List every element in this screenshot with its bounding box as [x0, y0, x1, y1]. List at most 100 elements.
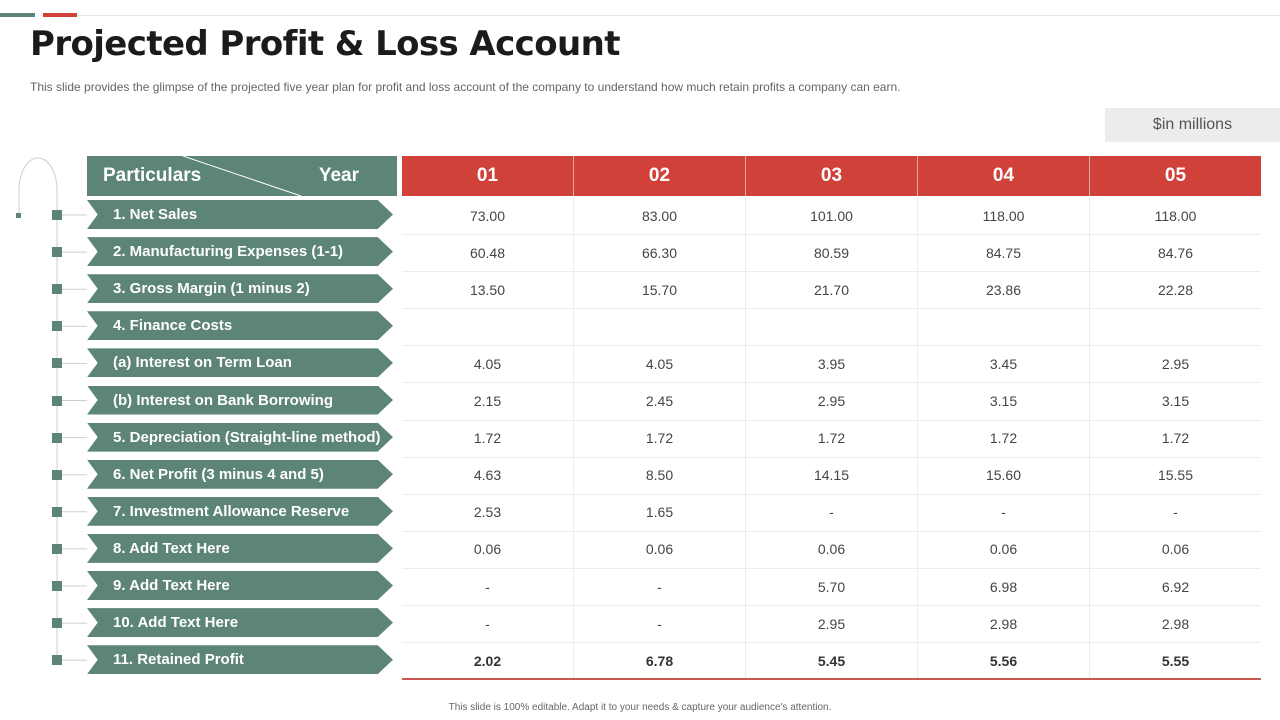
table-cell: 83.00	[574, 197, 746, 234]
table-cell: 14.15	[746, 456, 918, 494]
row-bullet	[52, 284, 62, 295]
table-cell	[402, 308, 574, 346]
row-bullet	[52, 358, 62, 369]
table-cell: -	[402, 568, 574, 605]
table-cell: 1.72	[402, 419, 574, 457]
table-cell: -	[1173, 504, 1178, 521]
table-cell: 0.06	[1161, 541, 1190, 558]
table-cell: 1.72	[574, 419, 746, 457]
table-row: 13.50 15.70 21.70 23.86 22.28	[402, 271, 1261, 310]
page-subtitle: This slide provides the glimpse of the p…	[30, 80, 901, 94]
table-cell: 3.15	[918, 382, 1090, 420]
table-cell: 2.98	[918, 605, 1090, 643]
row-label: (b) Interest on Bank Borrowing	[87, 385, 393, 415]
table-cell: 2.95	[746, 382, 918, 420]
table-cell	[1090, 308, 1261, 345]
table-cell: 15.70	[574, 271, 746, 309]
table-row: 73.00 83.00 101.00 118.00 118.00	[402, 197, 1261, 235]
table-cell: 6.78	[574, 642, 746, 680]
table-cell: 15.60	[918, 456, 1090, 494]
table-cell: 1.72	[1161, 430, 1190, 447]
year-header-cell: 03	[746, 156, 918, 196]
table-cell: 2.95	[1161, 355, 1190, 372]
table-cell: 0.06	[746, 530, 918, 568]
year-header-cell: 02	[574, 156, 746, 196]
row-bullet	[52, 618, 62, 629]
year-header-cell: 01	[402, 156, 574, 196]
table-cell: 2.95	[746, 605, 918, 643]
table-cell: 118.00	[918, 197, 1090, 234]
table-bottom-border	[402, 678, 1261, 680]
year-header-row: 01 02 03 04 05	[402, 156, 1261, 196]
table-cell: 1.65	[574, 493, 746, 531]
table-row: 1.72 1.72 1.72 1.72 1.72	[402, 419, 1261, 458]
table-cell: 2.02	[402, 642, 574, 680]
table-cell: 66.30	[574, 234, 746, 272]
table-cell: 5.45	[746, 642, 918, 680]
particulars-header: Particulars	[103, 165, 202, 186]
header-diagonal	[182, 156, 302, 196]
footer-note: This slide is 100% editable. Adapt it to…	[448, 702, 832, 713]
row-bullet	[52, 655, 62, 666]
row-bullet	[52, 247, 62, 258]
table-row: 4.05 4.05 3.95 3.45 2.95	[402, 345, 1261, 384]
table-cell: 6.98	[918, 568, 1090, 605]
table-cell	[918, 308, 1090, 346]
table-cell: -	[918, 493, 1090, 531]
table-cell: 1.72	[746, 419, 918, 457]
table-cell: 0.06	[402, 530, 574, 568]
table-cell: 4.05	[402, 345, 574, 383]
table-cell	[574, 308, 746, 346]
table-cell: 15.55	[1157, 467, 1194, 484]
accent-bar-red	[43, 13, 77, 17]
table-cell: 3.15	[1161, 393, 1190, 409]
table-cell: 13.50	[402, 271, 574, 309]
row-label: 4. Finance Costs	[87, 311, 393, 341]
table-cell: 60.48	[402, 234, 574, 272]
table-row: 2.15 2.45 2.95 3.15 3.15	[402, 382, 1261, 421]
table-cell: -	[402, 605, 574, 643]
table-row	[402, 308, 1261, 347]
table-row: 0.06 0.06 0.06 0.06 0.06	[402, 530, 1261, 569]
row-label: 1. Net Sales	[87, 200, 393, 229]
table-row: 2.02 6.78 5.45 5.56 5.55	[402, 642, 1261, 681]
year-header: Year	[318, 165, 359, 186]
row-label: 7. Investment Allowance Reserve	[87, 496, 393, 526]
table-cell: -	[574, 605, 746, 643]
row-label: 2. Manufacturing Expenses (1-1)	[87, 237, 393, 267]
table-cell: 118.00	[1154, 207, 1197, 224]
table-cell: 2.53	[402, 493, 574, 531]
row-label: 10. Add Text Here	[87, 608, 393, 638]
table-cell: 84.75	[918, 234, 1090, 272]
row-bullet	[52, 395, 62, 406]
table-row: 60.48 66.30 80.59 84.75 84.76	[402, 234, 1261, 273]
table-cell: -	[746, 493, 918, 531]
table-cell: 3.95	[746, 345, 918, 383]
table-cell: 22.28	[1157, 281, 1194, 298]
row-label: 5. Depreciation (Straight-line method)	[87, 422, 393, 452]
unit-label: $in millions	[1105, 108, 1280, 142]
table-row: - -2.95 2.98 2.98	[402, 605, 1261, 644]
table-cell: 84.76	[1157, 244, 1194, 261]
table-cell: 21.70	[746, 271, 918, 309]
table-cell: 2.98	[1161, 615, 1190, 632]
table-cell: 3.45	[918, 345, 1090, 383]
accent-bar-green	[0, 13, 35, 17]
table-row: 2.53 1.65- - -	[402, 493, 1261, 532]
row-bullet	[52, 321, 62, 332]
year-header-cell: 04	[918, 156, 1090, 196]
table-cell: 6.92	[1161, 578, 1190, 595]
particulars-year-header: Particulars Year	[87, 156, 397, 196]
table-cell: 5.55	[1161, 652, 1190, 669]
row-label: 6. Net Profit (3 minus 4 and 5)	[87, 459, 393, 489]
top-divider	[77, 15, 1280, 16]
row-label: 9. Add Text Here	[87, 571, 393, 600]
row-label: 3. Gross Margin (1 minus 2)	[87, 274, 393, 304]
table-cell: 73.00	[402, 197, 574, 234]
table-cell	[746, 308, 918, 346]
table-cell: 4.05	[574, 345, 746, 383]
row-bullet	[52, 543, 62, 554]
table-cell: 23.86	[918, 271, 1090, 309]
table-cell: 80.59	[746, 234, 918, 272]
table-cell: 2.45	[574, 382, 746, 420]
